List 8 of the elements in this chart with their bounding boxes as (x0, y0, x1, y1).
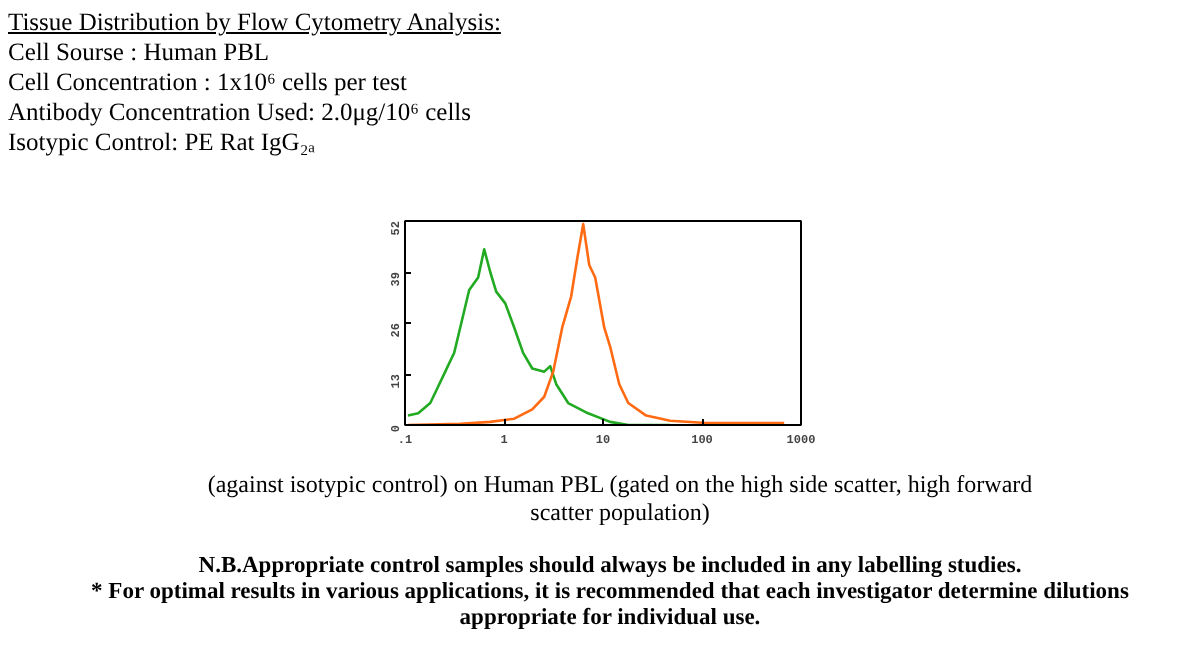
chart-title: Tissue Distribution by Flow Cytometry Analysis: (8, 8, 501, 36)
text: Cell Sourse : Human PBL (8, 38, 270, 66)
text: Cell Concentration : 1x10⁶ cells per test (8, 68, 407, 96)
text: N.B.Appropriate control samples should always be included in any labelling studies. (198, 554, 1022, 578)
text: (against isotypic control) on Human PBL (gated on the high side scatter, high forward scatter population) (205, 470, 1035, 526)
text: Antibody Concentration Used: 2.0μg/10⁶ cells (8, 98, 472, 126)
text: * For optimal results in various applications, it is recommended that each investigator determine dilutions appropriate for individual use. (91, 580, 1129, 630)
text: Isotypic Control: PE Rat IgG₂ₐ (8, 128, 316, 156)
